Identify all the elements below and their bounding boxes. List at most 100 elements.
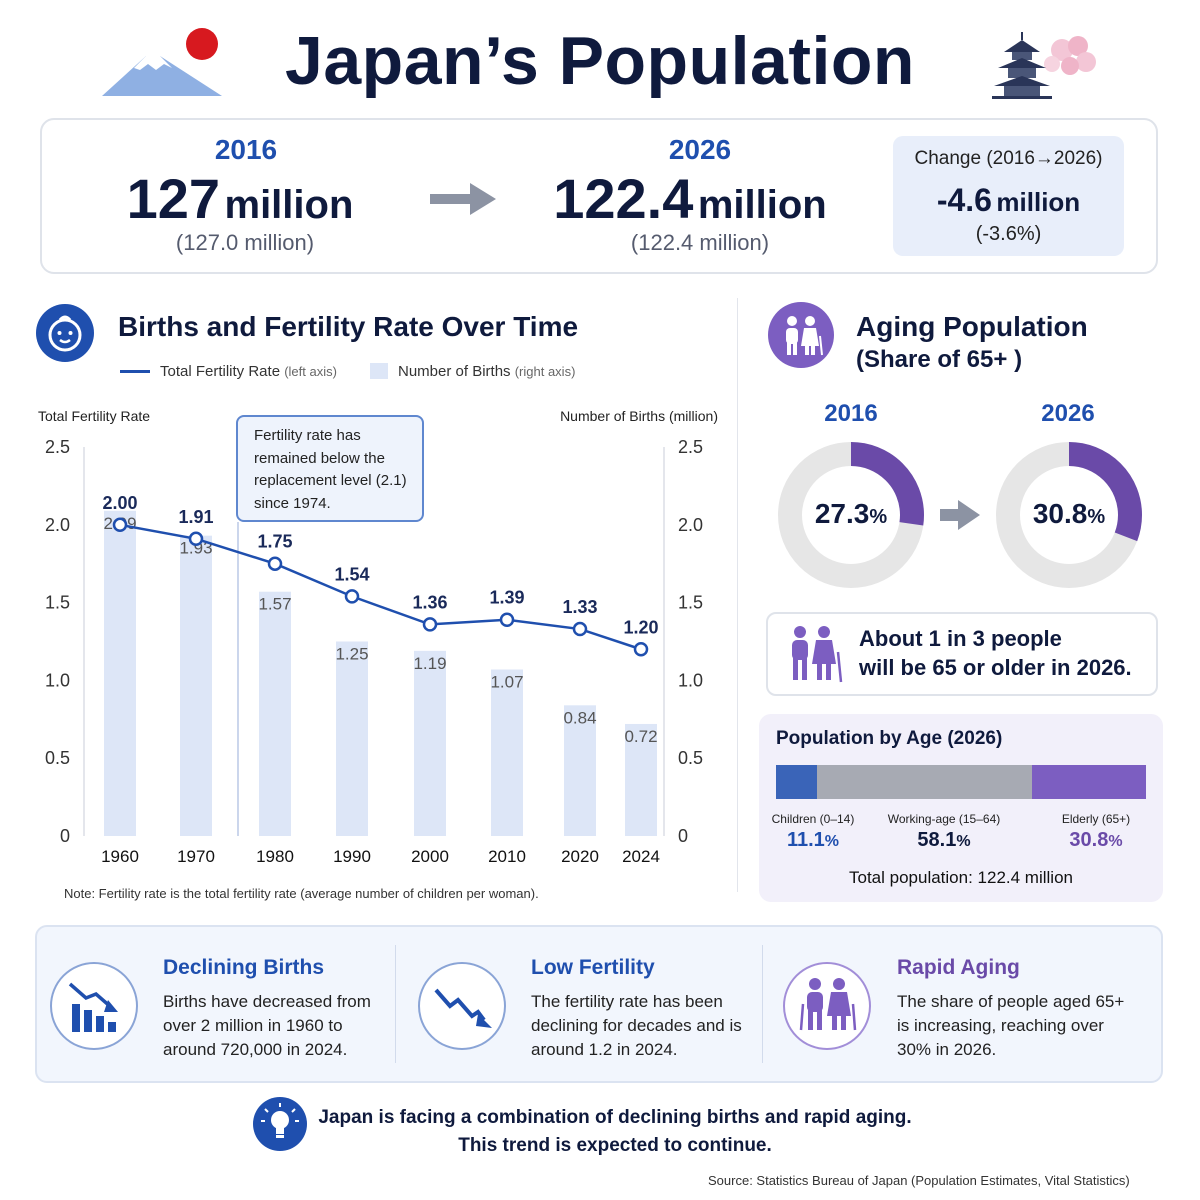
summary-value-2016: 127 million	[90, 166, 390, 231]
births-section-title: Births and Fertility Rate Over Time	[118, 311, 579, 342]
summary-year-2016: 2016	[214, 134, 278, 165]
births-bar	[491, 669, 523, 836]
y-tick-label-right: 0	[678, 826, 688, 846]
section-divider	[737, 298, 738, 892]
arrow-right-icon	[940, 500, 980, 530]
donut-year-2016: 2016	[824, 400, 878, 427]
callout-line-2: will be 65 or older in 2026.	[859, 655, 1132, 680]
legend-fertility-label: Total Fertility Rate	[160, 363, 281, 380]
births-bar-label: 0.84	[563, 708, 596, 727]
arrow-right-icon	[430, 183, 496, 215]
y-tick-label-right: 0.5	[678, 748, 703, 768]
elderly-couple-icon	[768, 302, 834, 368]
age-panel-title: Population by Age (2026)	[776, 728, 1003, 749]
donut-2016-value: 27.3%	[791, 498, 911, 530]
annotation-box	[236, 415, 424, 522]
left-axis-title: Total Fertility Rate	[38, 408, 151, 424]
births-bar	[625, 723, 657, 836]
callout-line-1: About 1 in 3 people	[859, 626, 1062, 651]
donut-2026-arc	[996, 442, 1142, 588]
births-fertility-chart: 000.50.51.01.01.51.52.02.02.52.52.091.93…	[45, 437, 703, 866]
y-tick-label-left: 2.5	[45, 437, 70, 457]
card-low-fertility-title: Low Fertility	[531, 956, 655, 979]
summary-sub-2026: (122.4 million)	[630, 230, 770, 255]
births-bar-label: 1.93	[179, 539, 212, 558]
donut-value-unit: %	[1087, 506, 1106, 528]
population-by-age-panel	[759, 714, 1163, 902]
births-bar	[414, 650, 446, 836]
age-value-unit: %	[824, 833, 840, 850]
fertility-rate-label: 2.00	[102, 493, 137, 513]
fertility-rate-point	[422, 617, 438, 632]
fertility-rate-label: 1.54	[334, 564, 369, 584]
elderly-couple-icon	[799, 978, 857, 1031]
x-tick-label: 1990	[333, 847, 371, 866]
aging-subtitle: (Share of 65+ )	[856, 346, 1023, 373]
summary-value-unit: million	[224, 183, 354, 227]
right-axis-title: Number of Births (million)	[560, 408, 718, 424]
summary-value-unit: million	[697, 183, 827, 227]
page-title: Japan’s Population	[285, 23, 915, 99]
change-box	[893, 136, 1124, 256]
births-bar-label: 0.72	[624, 727, 657, 746]
donut-2026-value: 30.8%	[1009, 498, 1129, 530]
conclusion-line-1: Japan is facing a combination of declini…	[318, 1107, 912, 1128]
fertility-rate-label: 1.91	[178, 507, 213, 527]
card-divider	[762, 945, 763, 1063]
y-tick-label-left: 1.0	[45, 670, 70, 690]
age-label-children: Children (0–14)	[771, 812, 855, 826]
x-tick-label: 1980	[256, 847, 294, 866]
births-bar-label: 1.19	[413, 654, 446, 673]
y-tick-label-left: 1.5	[45, 593, 70, 613]
card-rapid-aging-text: The share of people aged 65+ is increasi…	[897, 992, 1125, 1059]
legend-bar-swatch	[370, 363, 388, 379]
age-label-working: Working-age (15–64)	[887, 812, 1001, 826]
rapid-aging-icon-wrap	[783, 962, 871, 1050]
fertility-rate-line	[119, 523, 642, 651]
y-tick-label-left: 0	[60, 826, 70, 846]
summary-sub-2016: (127.0 million)	[175, 230, 315, 255]
age-label-elderly: Elderly (65+)	[1061, 812, 1131, 826]
y-tick-label-right: 2.0	[678, 515, 703, 535]
card-divider	[395, 945, 396, 1063]
low-fertility-icon-wrap	[418, 962, 506, 1050]
declining-births-icon-wrap	[50, 962, 138, 1050]
legend-fertility-note: (left axis)	[284, 364, 337, 379]
elderly-couple-icon	[792, 626, 843, 683]
age-value-children: 11.1%	[768, 829, 858, 852]
fertility-rate-label: 1.20	[623, 617, 658, 637]
card-declining-births-title: Declining Births	[163, 956, 325, 979]
fertility-rate-label: 1.33	[562, 597, 597, 617]
y-tick-label-right: 2.5	[678, 437, 703, 457]
legend-fertility: Total Fertility Rate (left axis)	[160, 363, 337, 380]
y-tick-label-right: 1.5	[678, 593, 703, 613]
legend-line-swatch	[120, 370, 150, 373]
donut-value-unit: %	[869, 506, 888, 528]
age-bar-elderly	[1032, 765, 1146, 799]
donut-value-number: 30.8	[1032, 498, 1088, 529]
age-bar-working-age	[817, 765, 1033, 799]
change-label: Change (2016→2026)	[914, 148, 1103, 169]
y-tick-label-left: 0.5	[45, 748, 70, 768]
card-declining-births-text: Births have decreased from over 2 millio…	[163, 992, 371, 1059]
change-value-unit: million	[996, 187, 1081, 217]
x-tick-label: 1960	[101, 847, 139, 866]
x-tick-label: 2024	[622, 847, 660, 866]
age-value-working: 58.1%	[869, 829, 1019, 852]
aging-donuts	[778, 442, 1142, 588]
key-points-panel	[35, 925, 1163, 1083]
trend-down-icon	[434, 988, 492, 1028]
fertility-rate-point	[267, 556, 283, 571]
x-tick-label: 2000	[411, 847, 449, 866]
fertility-rate-label: 1.39	[489, 588, 524, 608]
card-low-fertility-text: The fertility rate has been declining fo…	[531, 992, 742, 1059]
pagoda-cherry-blossom-icon	[992, 32, 1096, 99]
births-bar	[180, 535, 212, 836]
y-tick-label-left: 2.0	[45, 515, 70, 535]
summary-year-2026: 2026	[668, 134, 732, 165]
mount-fuji-sun-icon	[102, 28, 222, 96]
change-value-number: -4.6	[936, 182, 992, 218]
births-bar-label: 1.25	[335, 645, 368, 664]
age-value-elderly: 30.8%	[1046, 829, 1146, 852]
births-bar	[336, 641, 368, 836]
